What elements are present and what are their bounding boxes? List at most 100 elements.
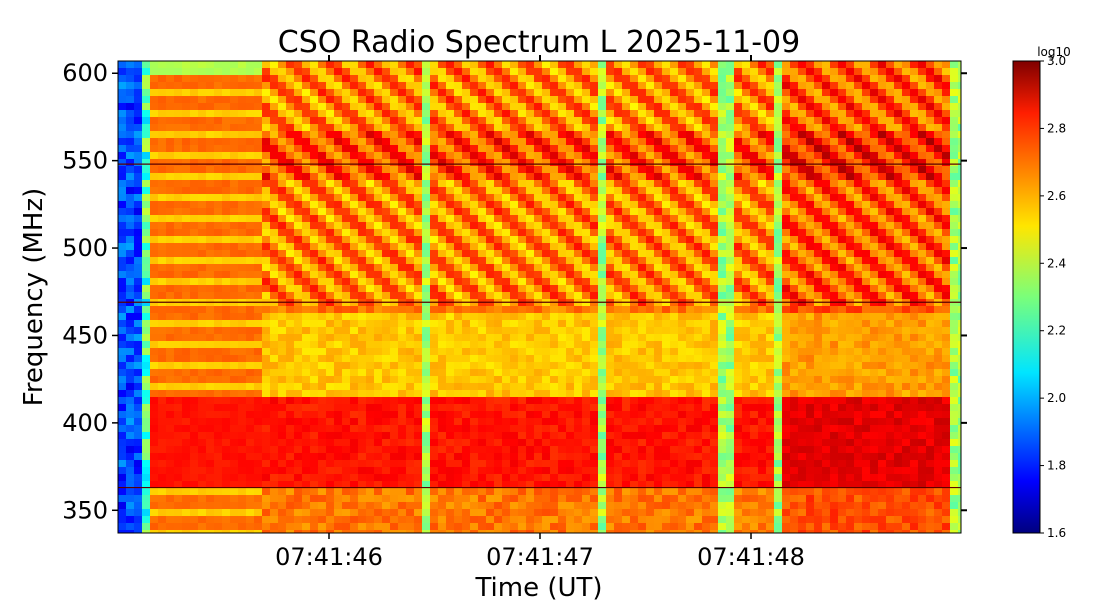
heatmap-cell xyxy=(502,68,510,75)
heatmap-cell xyxy=(350,159,358,166)
heatmap-cell xyxy=(478,96,486,103)
heatmap-cell xyxy=(438,362,446,369)
heatmap-cell xyxy=(318,446,326,453)
heatmap-cell xyxy=(638,320,646,327)
heatmap-cell xyxy=(126,173,134,180)
heatmap-cell xyxy=(366,82,374,89)
heatmap-cell xyxy=(462,474,470,481)
heatmap-cell xyxy=(374,460,382,467)
heatmap-cell xyxy=(158,96,166,103)
heatmap-cell xyxy=(190,481,198,488)
heatmap-cell xyxy=(118,124,126,131)
heatmap-cell xyxy=(534,201,542,208)
heatmap-cell xyxy=(590,509,598,516)
heatmap-cell xyxy=(382,250,390,257)
heatmap-cell xyxy=(606,117,614,124)
heatmap-cell xyxy=(406,453,414,460)
heatmap-cell xyxy=(366,369,374,376)
heatmap-cell xyxy=(246,257,254,264)
heatmap-cell xyxy=(550,103,558,110)
heatmap-cell xyxy=(598,173,606,180)
heatmap-cell xyxy=(134,159,142,166)
heatmap-cell xyxy=(686,110,694,117)
heatmap-cell xyxy=(622,201,630,208)
heatmap-cell xyxy=(670,271,678,278)
heatmap-cell xyxy=(598,75,606,82)
heatmap-cell xyxy=(366,502,374,509)
heatmap-cell xyxy=(358,215,366,222)
heatmap-cell xyxy=(350,404,358,411)
heatmap-cell xyxy=(278,453,286,460)
heatmap-cell xyxy=(454,222,462,229)
heatmap-cell xyxy=(318,334,326,341)
heatmap-cell xyxy=(294,467,302,474)
heatmap-cell xyxy=(398,355,406,362)
heatmap-cell xyxy=(166,306,174,313)
heatmap-cell xyxy=(670,313,678,320)
heatmap-cell xyxy=(614,516,622,523)
heatmap-cell xyxy=(542,285,550,292)
heatmap-cell xyxy=(302,166,310,173)
heatmap-cell xyxy=(150,103,158,110)
heatmap-cell xyxy=(646,474,654,481)
heatmap-cell xyxy=(422,110,430,117)
heatmap-cell xyxy=(126,257,134,264)
heatmap-cell xyxy=(494,341,502,348)
heatmap-cell xyxy=(478,327,486,334)
heatmap-cell xyxy=(646,117,654,124)
heatmap-cell xyxy=(462,418,470,425)
heatmap-cell xyxy=(182,397,190,404)
heatmap-cell xyxy=(358,166,366,173)
heatmap-cell xyxy=(406,187,414,194)
heatmap-cell xyxy=(334,481,342,488)
heatmap-cell xyxy=(294,446,302,453)
heatmap-cell xyxy=(118,453,126,460)
heatmap-cell xyxy=(246,411,254,418)
heatmap-cell xyxy=(510,152,518,159)
heatmap-cell xyxy=(638,411,646,418)
heatmap-cell xyxy=(478,250,486,257)
heatmap-cell xyxy=(150,390,158,397)
heatmap-cell xyxy=(486,439,494,446)
heatmap-cell xyxy=(142,117,150,124)
heatmap-cell xyxy=(326,75,334,82)
heatmap-cell xyxy=(526,103,534,110)
heatmap-cell xyxy=(678,341,686,348)
heatmap-cell xyxy=(222,96,230,103)
heatmap-cell xyxy=(558,502,566,509)
heatmap-cell xyxy=(414,439,422,446)
heatmap-cell xyxy=(662,110,670,117)
heatmap-cell xyxy=(398,110,406,117)
heatmap-cell xyxy=(662,320,670,327)
heatmap-cell xyxy=(454,89,462,96)
heatmap-cell xyxy=(566,502,574,509)
heatmap-cell xyxy=(398,138,406,145)
heatmap-cell xyxy=(326,418,334,425)
heatmap-cell xyxy=(574,488,582,495)
heatmap-cell xyxy=(694,327,702,334)
heatmap-cell xyxy=(134,187,142,194)
heatmap-cell xyxy=(462,285,470,292)
heatmap-cell xyxy=(230,271,238,278)
heatmap-cell xyxy=(286,404,294,411)
heatmap-cell xyxy=(678,474,686,481)
heatmap-cell xyxy=(542,96,550,103)
heatmap-cell xyxy=(566,194,574,201)
heatmap-cell xyxy=(630,138,638,145)
heatmap-cell xyxy=(302,131,310,138)
heatmap-cell xyxy=(574,271,582,278)
heatmap-cell xyxy=(422,530,430,533)
heatmap-cell xyxy=(262,124,270,131)
heatmap-cell xyxy=(598,82,606,89)
heatmap-cell xyxy=(662,495,670,502)
heatmap-cell xyxy=(518,201,526,208)
heatmap-cell xyxy=(198,502,206,509)
heatmap-cell xyxy=(662,131,670,138)
heatmap-cell xyxy=(374,481,382,488)
heatmap-cell xyxy=(270,369,278,376)
heatmap-cell xyxy=(286,243,294,250)
heatmap-cell xyxy=(662,257,670,264)
heatmap-cell xyxy=(430,362,438,369)
heatmap-cell xyxy=(670,488,678,495)
heatmap-cell xyxy=(486,306,494,313)
